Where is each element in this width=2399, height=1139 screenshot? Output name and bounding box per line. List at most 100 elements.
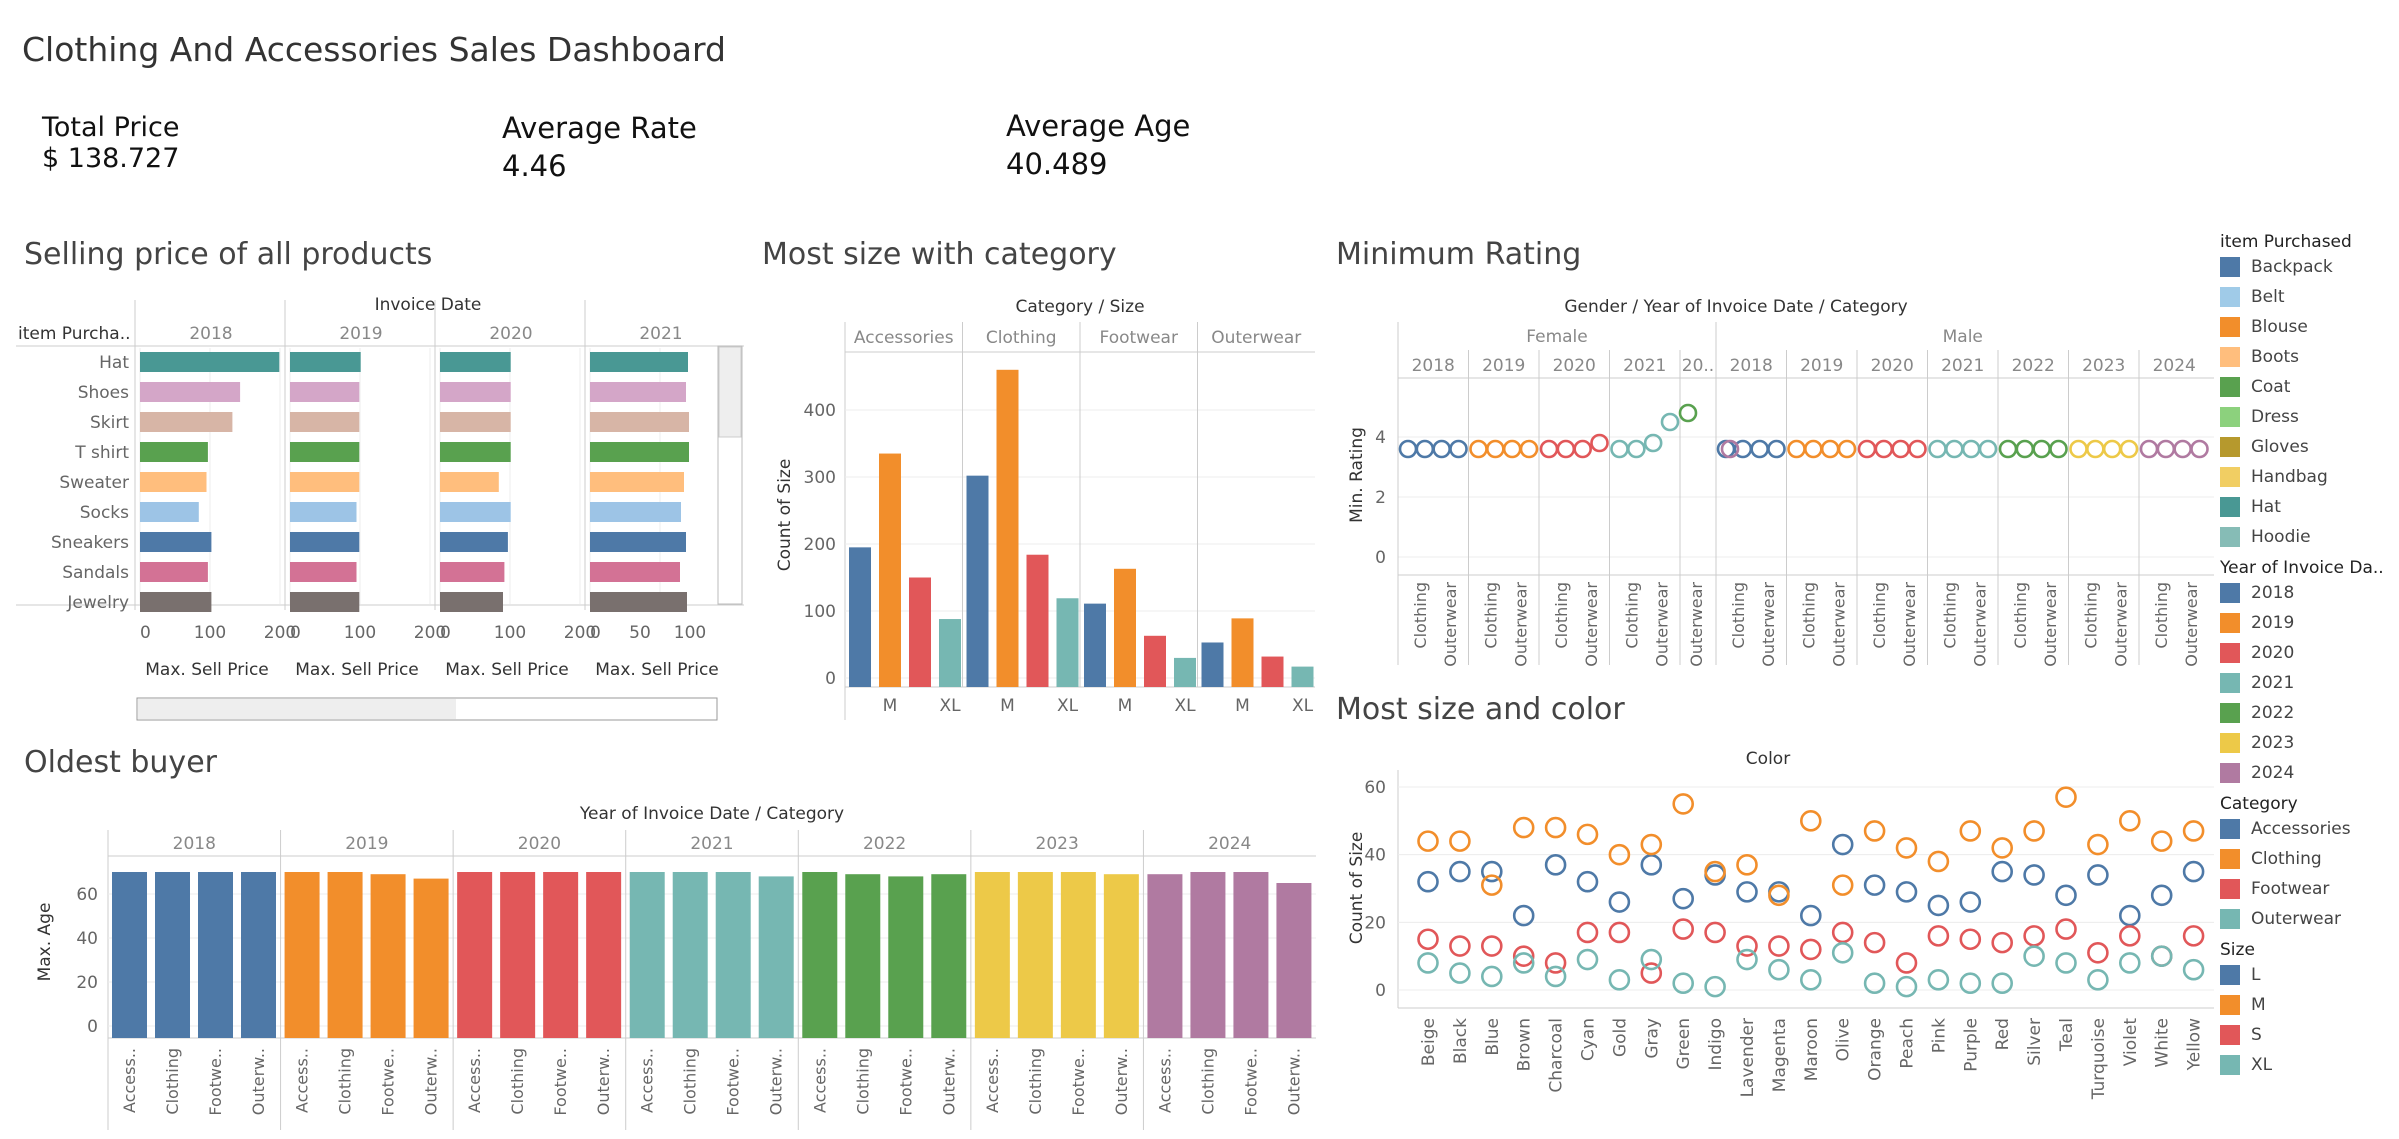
legend-swatch [2220,643,2240,663]
size-point [2023,820,2045,842]
legend-swatch [2220,849,2240,869]
legend-item[interactable]: L [2220,960,2395,990]
legend-item[interactable]: 2024 [2220,758,2395,788]
legend-item[interactable]: Backpack [2220,252,2395,282]
legend-item[interactable]: Gloves [2220,432,2395,462]
x-tick-label: 200 [264,623,296,643]
size-point [1449,935,1471,957]
legend-label: Footwear [2251,879,2330,899]
legend-item[interactable]: Boots [2220,342,2395,372]
size-point [1831,921,1854,944]
legend-item[interactable]: Footwear [2220,874,2395,904]
bar [440,352,511,372]
horizontal-scroll-thumb[interactable] [138,699,456,719]
size-point [1959,891,1982,913]
bar [440,592,503,612]
legend-item[interactable]: Hoodie [2220,522,2395,552]
legend-label: 2020 [2251,643,2295,663]
size-point [1481,935,1503,957]
legend-title: Year of Invoice Da.. [2220,558,2384,578]
rating-point [1590,433,1609,453]
legend-item[interactable]: Clothing [2220,844,2395,874]
legend-item[interactable]: S [2220,1020,2395,1050]
size-point [1449,830,1471,852]
legend-item[interactable]: 2021 [2220,668,2395,698]
x-tick-label: Yellow [2185,1018,2205,1071]
legend-label: Belt [2251,287,2285,307]
size-point [1991,837,2014,859]
year-label: 2024 [2153,356,2196,376]
size-point [1544,854,1567,876]
kpi-value: 40.489 [1006,147,1108,181]
legend-label: Blouse [2251,317,2308,337]
x-axis-label: Max. Sell Price [595,660,719,680]
category-label: Outerwear [1830,582,1849,667]
category-label: Outerwear [1759,582,1778,667]
year-label: 2018 [173,834,216,854]
x-tick-label: 100 [194,623,226,643]
size-point [2023,925,2045,947]
legend-swatch [2220,1055,2240,1075]
legend-item[interactable]: 2019 [2220,608,2395,638]
legend-swatch [2220,819,2240,839]
rating-point [1945,439,1964,459]
x-tick-label: Indigo [1706,1018,1726,1071]
x-tick-label: Access.. [1155,1048,1174,1113]
bar [939,619,961,687]
rating-point [1539,439,1559,459]
size-point [1736,948,1758,971]
bar [290,472,360,492]
legend-item[interactable]: XL [2220,1050,2395,1080]
legend-item[interactable]: Coat [2220,372,2395,402]
y-tick-label: 400 [804,401,836,421]
legend-item[interactable]: M [2220,990,2395,1020]
kpi-label: Total Price [42,112,180,143]
chart-header: Invoice Date [375,295,482,315]
x-tick-label: Access.. [293,1048,312,1113]
legend-item[interactable]: Belt [2220,282,2395,312]
legend-item[interactable]: Handbag [2220,462,2395,492]
panel-title-size-color: Most size and color [1336,692,1625,727]
bar [590,412,689,432]
chart-header: Color [1746,749,1790,769]
legend-item[interactable]: 2020 [2220,638,2395,668]
legend-item[interactable]: Hat [2220,492,2395,522]
legend-item[interactable]: Dress [2220,402,2395,432]
bar [590,562,680,582]
size-point [1799,938,1822,961]
year-label: 2021 [1941,356,1984,376]
legend-item[interactable]: Outerwear [2220,904,2395,934]
category-label: Clothing [1800,582,1819,649]
y-axis-label: Min. Rating [1347,427,1367,523]
size-point [2118,810,2141,832]
size-point [1576,823,1599,846]
size-point [2150,945,2173,967]
year-label: 2023 [2082,356,2125,376]
kpi-total-price: Total Price $ 138.727 [42,112,180,174]
size-point [1640,948,1663,971]
legend-item[interactable]: 2018 [2220,578,2395,608]
x-tick-label: Cyan [1579,1018,1599,1061]
x-tick-label: Clothing [1198,1048,1217,1115]
kpi-label: Average Rate [502,111,697,145]
legend-label: Backpack [2251,257,2333,277]
size-point [1512,904,1535,927]
rating-point [1787,439,1806,459]
legend-swatch [2220,965,2240,985]
category-label: Clothing [1729,582,1748,649]
category-label: Outerwear [2041,582,2060,667]
legend-item[interactable]: 2023 [2220,728,2395,758]
x-tick-label: Outerw.. [767,1048,786,1115]
rating-point [1432,439,1451,459]
size-point [1863,931,1886,954]
bar [290,352,361,372]
y-tick-label: 100 [804,602,836,622]
legend-item[interactable]: 2022 [2220,698,2395,728]
legend-item[interactable]: Blouse [2220,312,2395,342]
legend-item[interactable]: Accessories [2220,814,2395,844]
bar [140,562,208,582]
vertical-scroll-thumb[interactable] [718,346,742,438]
legend-label: 2023 [2251,733,2295,753]
x-tick-label: Outerw.. [249,1048,268,1115]
size-point [1417,928,1439,951]
